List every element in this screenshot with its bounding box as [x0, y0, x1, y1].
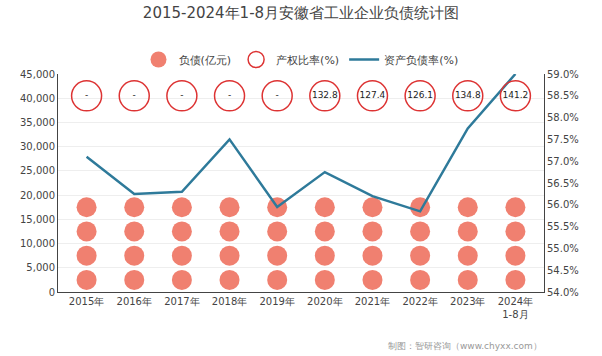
svg-text:10,000: 10,000 — [20, 238, 55, 249]
svg-text:35,000: 35,000 — [20, 117, 55, 128]
svg-text:56.0%: 56.0% — [547, 199, 579, 210]
svg-text:2015-2024年1-8月安徽省工业企业负债统计图: 2015-2024年1-8月安徽省工业企业负债统计图 — [143, 4, 459, 22]
svg-text:30,000: 30,000 — [20, 141, 55, 152]
svg-text:产权比率(%): 产权比率(%) — [276, 54, 339, 67]
svg-text:制图：智研咨询（www.chyxx.com）: 制图：智研咨询（www.chyxx.com） — [388, 341, 542, 351]
svg-text:45,000: 45,000 — [20, 69, 55, 80]
svg-text:5,000: 5,000 — [26, 262, 55, 273]
svg-text:20,000: 20,000 — [20, 190, 55, 201]
svg-text:2019年: 2019年 — [259, 296, 294, 307]
svg-text:132.8: 132.8 — [312, 90, 338, 100]
svg-text:127.4: 127.4 — [360, 90, 386, 100]
svg-text:负债(亿元): 负债(亿元) — [179, 54, 232, 67]
svg-text:55.5%: 55.5% — [547, 221, 579, 232]
svg-text:2018年: 2018年 — [212, 296, 247, 307]
svg-text:58.0%: 58.0% — [547, 112, 579, 123]
svg-text:2020年: 2020年 — [307, 296, 342, 307]
svg-text:2021年: 2021年 — [355, 296, 390, 307]
svg-text:0: 0 — [49, 287, 55, 298]
svg-text:59.0%: 59.0% — [547, 69, 579, 80]
svg-text:58.5%: 58.5% — [547, 90, 579, 101]
svg-text:2017年: 2017年 — [164, 296, 199, 307]
svg-text:54.5%: 54.5% — [547, 265, 579, 276]
svg-text:2016年: 2016年 — [117, 296, 152, 307]
svg-text:54.0%: 54.0% — [547, 287, 579, 298]
svg-text:-: - — [180, 90, 183, 100]
svg-text:40,000: 40,000 — [20, 93, 55, 104]
svg-text:资产负债率(%): 资产负债率(%) — [384, 54, 458, 67]
svg-text:57.0%: 57.0% — [547, 156, 579, 167]
svg-text:57.5%: 57.5% — [547, 134, 579, 145]
svg-text:2024年1-8月: 2024年1-8月 — [498, 296, 533, 320]
svg-text:15,000: 15,000 — [20, 214, 55, 225]
svg-text:2022年: 2022年 — [402, 296, 437, 307]
svg-text:-: - — [133, 90, 136, 100]
svg-text:134.8: 134.8 — [455, 90, 481, 100]
svg-text:56.5%: 56.5% — [547, 178, 579, 189]
svg-text:25,000: 25,000 — [20, 165, 55, 176]
svg-text:2015年: 2015年 — [69, 296, 104, 307]
svg-text:-: - — [276, 90, 279, 100]
svg-text:-: - — [85, 90, 88, 100]
svg-text:55.0%: 55.0% — [547, 243, 579, 254]
svg-text:2023年: 2023年 — [450, 296, 485, 307]
svg-text:141.2: 141.2 — [503, 90, 529, 100]
svg-text:126.1: 126.1 — [407, 90, 433, 100]
svg-text:-: - — [228, 90, 231, 100]
